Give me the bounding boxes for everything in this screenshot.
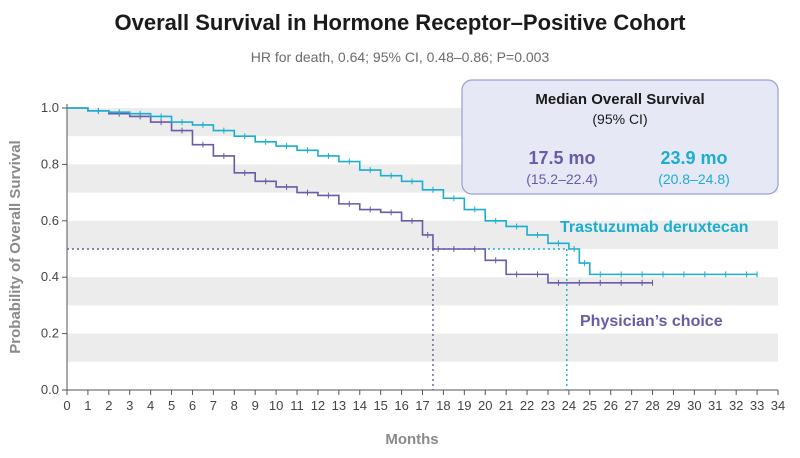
trastuzumab-median-ci: (20.8–24.8) <box>658 171 730 187</box>
y-axis-label: Probability of Overall Survival <box>7 140 24 353</box>
background-band <box>67 277 778 306</box>
x-tick-label: 11 <box>290 398 304 413</box>
series-line-physician <box>67 107 653 284</box>
x-tick-label: 31 <box>708 398 722 413</box>
physician-median-ci: (15.2–22.4) <box>526 171 598 187</box>
y-tick-label: 0.8 <box>41 156 59 171</box>
x-axis-label: Months <box>385 431 438 448</box>
series-group <box>67 107 758 286</box>
x-tick-label: 22 <box>520 398 534 413</box>
series-line-trastuzumab <box>67 107 758 276</box>
x-tick-label: 33 <box>750 398 764 413</box>
y-tick-label: 0.6 <box>41 213 59 228</box>
series-label-physician: Physician’s choice <box>580 313 723 330</box>
y-axis: 0.0 0.2 0.4 0.6 0.8 1.0 <box>41 100 68 397</box>
x-tick-label: 19 <box>457 398 471 413</box>
chart-title: Overall Survival in Hormone Receptor–Pos… <box>115 10 687 35</box>
x-tick-label: 27 <box>624 398 638 413</box>
x-tick-label: 18 <box>436 398 450 413</box>
x-tick-label: 0 <box>63 398 70 413</box>
x-tick-label: 25 <box>583 398 597 413</box>
x-tick-label: 16 <box>394 398 408 413</box>
x-tick-label: 32 <box>729 398 743 413</box>
x-axis: 0 1 2 3 4 5 6 7 8 9 10 11 12 13 14 15 16 17 18 19 20 21 22 23 24… <box>63 389 785 413</box>
trastuzumab-median-value: 23.9 mo <box>660 148 727 168</box>
median-survival-box: Median Overall Survival (95% CI) 17.5 mo… <box>461 79 779 195</box>
background-band <box>67 333 778 362</box>
x-tick-label: 13 <box>332 398 346 413</box>
physician-median-value: 17.5 mo <box>528 148 595 168</box>
x-tick-label: 15 <box>373 398 387 413</box>
x-tick-label: 23 <box>541 398 555 413</box>
x-tick-label: 34 <box>771 398 785 413</box>
x-tick-label: 9 <box>252 398 259 413</box>
y-tick-label: 0.0 <box>41 382 59 397</box>
x-tick-label: 28 <box>645 398 659 413</box>
chart-subtitle: HR for death, 0.64; 95% CI, 0.48–0.86; P… <box>251 49 550 65</box>
x-tick-label: 20 <box>478 398 492 413</box>
median-box-background <box>461 79 779 195</box>
x-tick-label: 12 <box>311 398 325 413</box>
x-tick-label: 4 <box>147 398 154 413</box>
x-tick-label: 1 <box>84 398 91 413</box>
median-guides <box>67 248 568 390</box>
x-tick-label: 29 <box>666 398 680 413</box>
median-box-title: Median Overall Survival <box>535 91 704 108</box>
x-tick-label: 2 <box>105 398 112 413</box>
y-tick-label: 1.0 <box>41 100 59 115</box>
x-tick-label: 14 <box>353 398 367 413</box>
x-tick-label: 21 <box>499 398 513 413</box>
x-tick-label: 17 <box>415 398 429 413</box>
y-tick-label: 0.2 <box>41 326 59 341</box>
x-tick-label: 30 <box>687 398 701 413</box>
x-tick-label: 10 <box>269 398 283 413</box>
x-tick-label: 3 <box>126 398 133 413</box>
y-tick-label: 0.4 <box>41 269 59 284</box>
x-tick-label: 5 <box>168 398 175 413</box>
x-tick-label: 24 <box>562 398 576 413</box>
x-tick-label: 26 <box>603 398 617 413</box>
x-tick-label: 7 <box>210 398 217 413</box>
median-box-subtitle: (95% CI) <box>592 111 647 127</box>
x-tick-label: 6 <box>189 398 196 413</box>
x-tick-label: 8 <box>231 398 238 413</box>
series-label-trastuzumab: Trastuzumab deruxtecan <box>560 219 749 236</box>
